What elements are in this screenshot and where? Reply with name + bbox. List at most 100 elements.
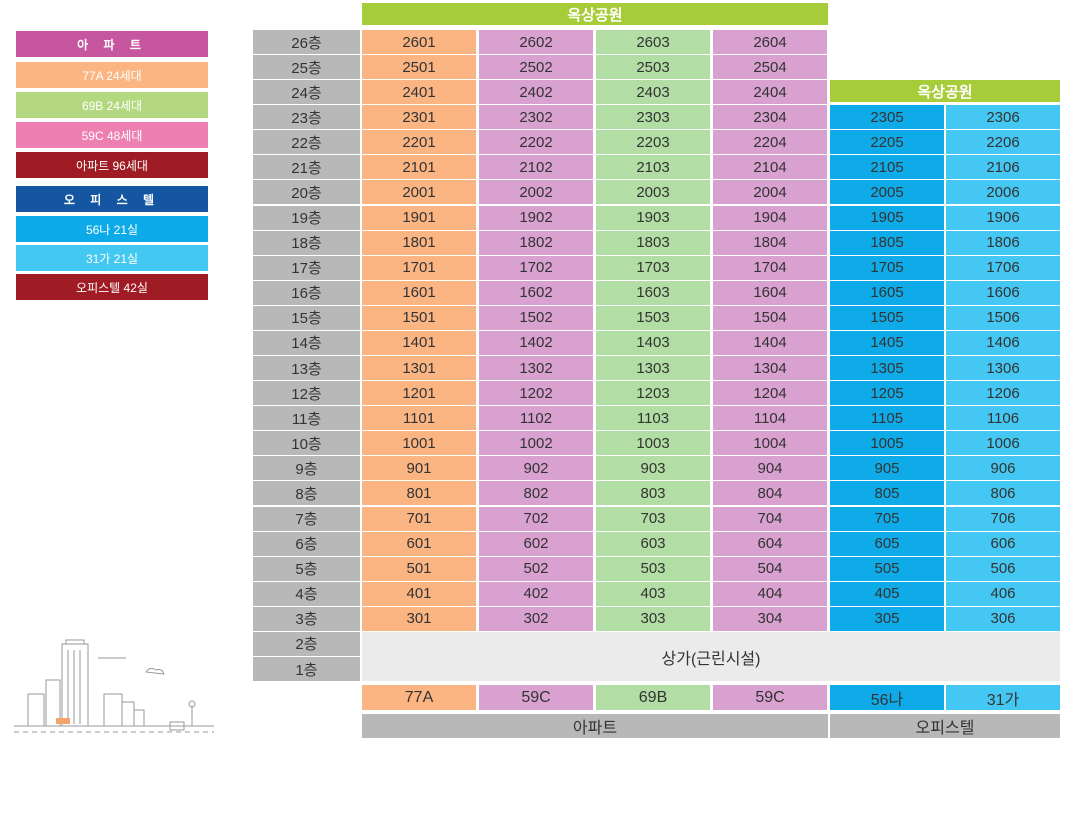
apartment-unit-cell: 1501 [362,305,476,330]
apartment-unit-cell: 302 [479,606,593,631]
apartment-unit-cell: 903 [596,456,710,481]
unit-type-cell: 59C [479,685,593,710]
officetel-unit-cell: 1906 [946,205,1060,230]
officetel-unit-cell: 905 [830,456,944,481]
floor-label: 25층 [253,55,360,80]
apartment-unit-cell: 904 [713,456,827,481]
apartment-unit-cell: 1001 [362,431,476,456]
apartment-unit-cell: 2003 [596,180,710,205]
floor-label: 20층 [253,180,360,205]
apartment-unit-cell: 1701 [362,255,476,280]
apartment-unit-cell: 2602 [479,30,593,54]
apartment-unit-cell: 1401 [362,330,476,355]
apartment-unit-cell: 304 [713,606,827,631]
apartment-unit-cell: 2103 [596,155,710,180]
apartment-unit-cell: 803 [596,481,710,506]
apartment-unit-cell: 601 [362,531,476,556]
apartment-unit-cell: 1503 [596,305,710,330]
legend-apartment-header: 아 파 트 [16,31,208,57]
floor-label: 5층 [253,556,360,581]
apartment-unit-cell: 1702 [479,255,593,280]
apartment-unit-cell: 2504 [713,55,827,80]
apartment-unit-cell: 1402 [479,330,593,355]
apartment-unit-cell: 1203 [596,381,710,406]
floor-label: 2층 [253,631,360,656]
apartment-unit-cell: 602 [479,531,593,556]
apartment-unit-cell: 1904 [713,205,827,230]
apartment-unit-cell: 2501 [362,55,476,80]
apartment-unit-cell: 1403 [596,330,710,355]
apartment-unit-cell: 1003 [596,431,710,456]
floor-label: 9층 [253,456,360,481]
apartment-unit-cell: 1901 [362,205,476,230]
officetel-unit-cell: 306 [946,606,1060,631]
unit-type-cell: 69B [596,685,710,710]
floor-label: 14층 [253,330,360,355]
floor-label: 12층 [253,381,360,406]
apartment-unit-cell: 1101 [362,406,476,431]
apartment-unit-cell: 1303 [596,356,710,381]
apartment-unit-cell: 604 [713,531,827,556]
officetel-unit-cell: 405 [830,581,944,606]
apartment-unit-cell: 402 [479,581,593,606]
apartment-unit-cell: 2303 [596,105,710,130]
apartment-unit-cell: 2502 [479,55,593,80]
apartment-unit-cell: 804 [713,481,827,506]
floor-label: 4층 [253,581,360,606]
floor-label: 15층 [253,305,360,330]
apartment-unit-cell: 2001 [362,180,476,205]
apartment-unit-cell: 2202 [479,130,593,155]
apartment-unit-cell: 2203 [596,130,710,155]
legend-77a: 77A 24세대 [16,62,208,88]
officetel-unit-cell: 2305 [830,105,944,130]
officetel-unit-cell: 2205 [830,130,944,155]
officetel-unit-cell: 1305 [830,356,944,381]
apartment-unit-cell: 703 [596,506,710,531]
apartment-unit-cell: 1604 [713,280,827,305]
apartment-unit-cell: 1603 [596,280,710,305]
officetel-unit-cell: 806 [946,481,1060,506]
apartment-unit-cell: 1201 [362,381,476,406]
apartment-unit-cell: 2104 [713,155,827,180]
officetel-unit-cell: 506 [946,556,1060,581]
officetel-unit-cell: 606 [946,531,1060,556]
floor-label: 1층 [253,657,360,681]
officetel-unit-cell: 1005 [830,431,944,456]
officetel-unit-cell: 1705 [830,255,944,280]
officetel-unit-cell: 1405 [830,330,944,355]
apartment-unit-cell: 1804 [713,230,827,255]
floor-label: 23층 [253,105,360,130]
legend-59c: 59C 48세대 [16,122,208,148]
officetel-unit-cell: 805 [830,481,944,506]
apartment-unit-cell: 701 [362,506,476,531]
apartment-unit-cell: 401 [362,581,476,606]
apartment-unit-cell: 1004 [713,431,827,456]
legend-apt-total: 아파트 96세대 [16,152,208,178]
floor-label: 17층 [253,255,360,280]
apartment-unit-cell: 1404 [713,330,827,355]
category-officetel: 오피스텔 [830,714,1060,738]
legend-69b: 69B 24세대 [16,92,208,118]
apartment-unit-cell: 603 [596,531,710,556]
apartment-unit-cell: 2401 [362,80,476,105]
apartment-unit-cell: 2604 [713,30,827,54]
apartment-unit-cell: 1304 [713,356,827,381]
apartment-unit-cell: 504 [713,556,827,581]
apartment-unit-cell: 404 [713,581,827,606]
apartment-unit-cell: 1802 [479,230,593,255]
category-apartment: 아파트 [362,714,828,738]
apartment-unit-cell: 1704 [713,255,827,280]
floor-label: 13층 [253,356,360,381]
officetel-unit-cell: 305 [830,606,944,631]
cityscape-illustration [14,639,214,733]
rooftop-apartment: 옥상공원 [362,3,828,25]
officetel-unit-cell: 1105 [830,406,944,431]
officetel-unit-cell: 2306 [946,105,1060,130]
officetel-unit-cell: 1306 [946,356,1060,381]
apartment-unit-cell: 1902 [479,205,593,230]
apartment-unit-cell: 2302 [479,105,593,130]
apartment-unit-cell: 2301 [362,105,476,130]
apartment-unit-cell: 704 [713,506,827,531]
floor-label: 6층 [253,531,360,556]
officetel-unit-cell: 2106 [946,155,1060,180]
